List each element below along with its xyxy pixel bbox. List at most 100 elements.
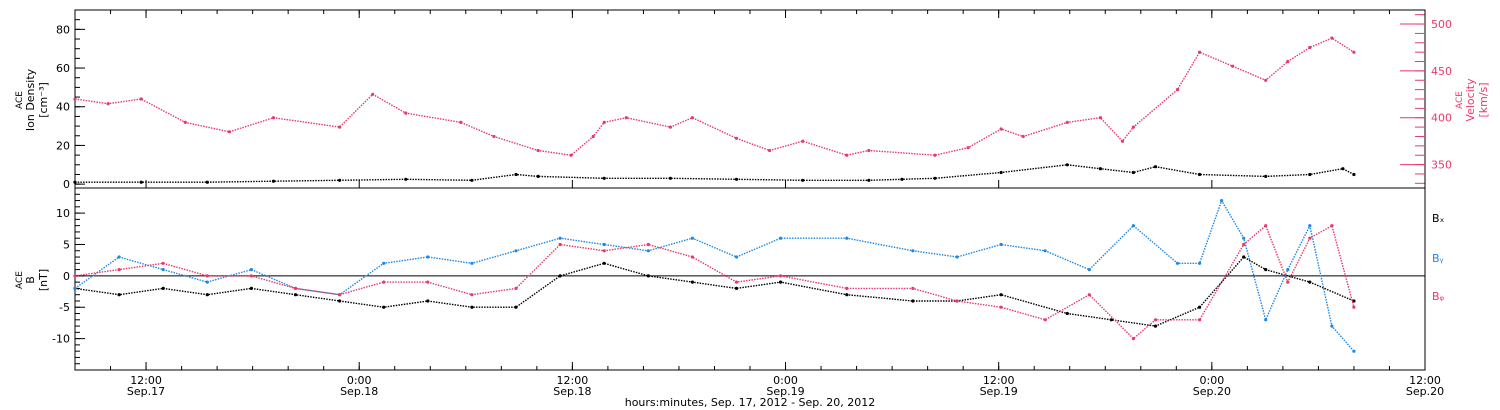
bz-point xyxy=(1352,305,1356,309)
by-point xyxy=(470,261,474,265)
velocity-point xyxy=(1330,36,1334,40)
ion-density-point xyxy=(1352,172,1356,177)
bz-point xyxy=(161,261,165,265)
bx-point xyxy=(338,299,342,303)
ion-density-point xyxy=(1131,170,1135,175)
by-point xyxy=(1330,324,1334,328)
bz-point xyxy=(646,242,650,247)
x-tick-time: 12:00 xyxy=(557,374,589,387)
ion-density-point xyxy=(1341,167,1345,171)
ion-density-point xyxy=(1264,174,1268,178)
top-left-ytick-label: 0 xyxy=(63,178,70,191)
bx-point xyxy=(602,261,606,265)
bx-point xyxy=(558,274,562,278)
bz-point xyxy=(999,305,1003,309)
by-point xyxy=(911,249,915,253)
by-point xyxy=(117,255,121,259)
bz-point xyxy=(117,268,121,272)
velocity-point xyxy=(734,136,739,140)
bz-point xyxy=(205,274,209,278)
by-point xyxy=(1352,349,1356,353)
bx-point xyxy=(1109,318,1113,322)
ion-density-point xyxy=(1098,167,1102,171)
bx-line xyxy=(74,256,1355,327)
bx-point xyxy=(205,293,209,297)
ion-density-point xyxy=(999,170,1003,175)
x-tick-date: Sep.17 xyxy=(127,385,165,398)
bx-point xyxy=(293,293,298,297)
top-ylabel-line3: [cm⁻³] xyxy=(37,82,50,118)
velocity-point xyxy=(1131,125,1135,129)
ion-density-point xyxy=(73,180,77,184)
bottom-ytick-label: 10 xyxy=(56,207,70,220)
by-point xyxy=(690,236,695,240)
velocity-line xyxy=(74,37,1355,156)
bz-point xyxy=(338,293,342,297)
velocity-point xyxy=(690,116,695,120)
bx-point xyxy=(1153,324,1158,328)
bz-point xyxy=(911,286,915,290)
bz-point xyxy=(955,299,959,303)
x-tick-time: 12:00 xyxy=(1409,374,1441,387)
velocity-point xyxy=(1308,45,1312,50)
x-axis-title: hours:minutes, Sep. 17, 2012 - Sep. 20, … xyxy=(625,396,876,409)
velocity-point xyxy=(106,102,110,106)
by-point xyxy=(1286,268,1290,272)
velocity-point xyxy=(591,134,595,139)
ion-density-point xyxy=(139,180,143,184)
by-point xyxy=(734,255,739,259)
bx-point xyxy=(1198,305,1202,309)
top-ylabel-line1: ACE xyxy=(15,91,25,109)
by-point xyxy=(205,280,209,284)
velocity-point xyxy=(845,153,849,157)
bx-point xyxy=(1242,255,1246,259)
x-ticks: 12:00Sep.170:00Sep.1812:00Sep.180:00Sep.… xyxy=(110,10,1444,398)
velocity-point xyxy=(73,97,77,101)
by-point xyxy=(249,268,253,272)
ion-density-point xyxy=(668,176,673,180)
by-point xyxy=(161,268,165,272)
by-point xyxy=(1175,261,1180,265)
bx-point xyxy=(1065,311,1069,316)
bz-point xyxy=(1153,318,1158,322)
bx-point xyxy=(426,299,430,303)
velocity-point xyxy=(371,92,375,96)
ion-density-point xyxy=(205,180,209,184)
velocity-point xyxy=(801,139,805,143)
by-point xyxy=(1308,224,1312,228)
bx-point xyxy=(999,293,1003,297)
bz-point xyxy=(1264,224,1268,228)
x-tick-date: Sep.18 xyxy=(340,385,378,398)
by-point xyxy=(1087,268,1091,272)
x-tick-time: 12:00 xyxy=(983,374,1015,387)
velocity-point xyxy=(536,148,540,153)
bx-point xyxy=(690,280,695,284)
legend-bx: Bₓ xyxy=(1432,212,1445,225)
velocity-point xyxy=(768,148,772,153)
ion-density-point xyxy=(470,178,474,182)
ion-density-point xyxy=(271,179,276,183)
x-tick-time: 0:00 xyxy=(347,374,372,387)
velocity-point xyxy=(624,116,628,120)
by-point xyxy=(999,242,1003,247)
velocity-point xyxy=(966,146,970,150)
bz-point xyxy=(382,280,386,284)
bz-point xyxy=(690,255,695,259)
ion-density-point xyxy=(801,178,805,182)
bz-line xyxy=(74,224,1355,340)
bx-point xyxy=(845,293,849,297)
by-point xyxy=(1131,224,1135,228)
legend-by: Bᵧ xyxy=(1432,252,1444,265)
ion-density-point xyxy=(404,177,408,181)
velocity-point xyxy=(602,120,606,124)
ion-density-point xyxy=(602,176,606,180)
top-right-ytick-label: 450 xyxy=(1431,65,1452,78)
by-point xyxy=(558,236,562,240)
by-point xyxy=(602,242,606,247)
x-tick-time: 0:00 xyxy=(1199,374,1224,387)
velocity-point xyxy=(867,148,871,153)
velocity-point xyxy=(404,111,408,115)
bx-point xyxy=(646,274,650,278)
bx-point xyxy=(514,305,518,309)
